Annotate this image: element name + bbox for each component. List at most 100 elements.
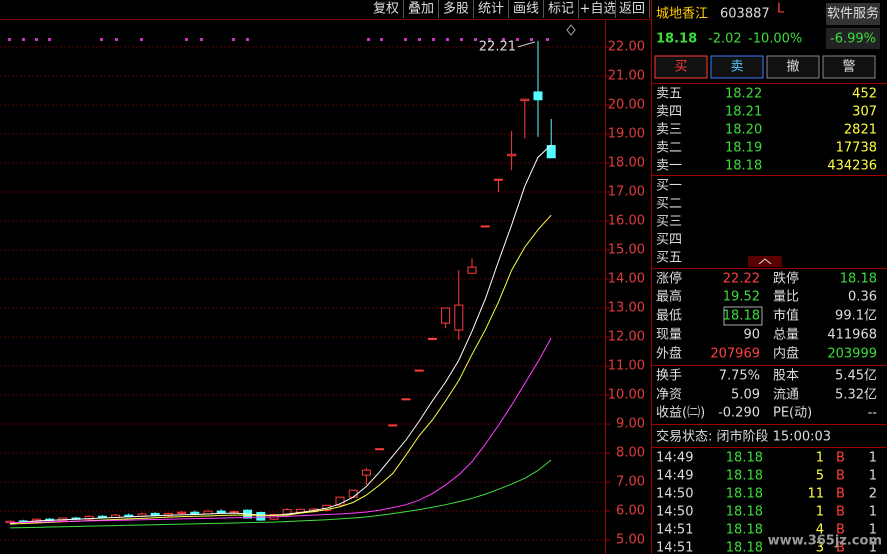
sector-box (826, 3, 880, 25)
stat-label: 最低 (656, 309, 682, 324)
candle-body (388, 424, 398, 427)
candle-body (190, 511, 200, 515)
stat-value: 203999 (827, 347, 877, 362)
y-tick-label: 19.00 (608, 126, 645, 141)
ask-volume: 434236 (827, 159, 877, 174)
marker-dot (380, 38, 383, 41)
ask-label: 卖四 (656, 105, 682, 120)
y-tick-label: 7.00 (616, 475, 645, 490)
trade-button-label[interactable]: 警 (842, 59, 855, 75)
trade-cell: 1 (869, 523, 877, 538)
y-tick-label: 15.00 (608, 243, 645, 258)
trade-cell: 14:51 (656, 523, 693, 538)
ma-line (9, 214, 552, 525)
marker-dot (115, 38, 118, 41)
trade-cell: 18.18 (726, 487, 763, 502)
trade-cell: 14:50 (656, 505, 693, 520)
trade-cell: 1 (869, 451, 877, 466)
sector-pct: -6.99% (830, 32, 876, 47)
y-tick-label: 21.00 (608, 68, 645, 83)
ask-label: 卖五 (656, 87, 682, 102)
marker-dot (232, 38, 235, 41)
trade-button-label[interactable]: 买 (674, 60, 687, 75)
trade-cell: B (836, 523, 845, 538)
stat-label: 现量 (656, 328, 682, 343)
candle-body (520, 98, 530, 102)
marker-dot (460, 38, 463, 41)
trade-cell: 1 (816, 505, 824, 520)
marker-dot (530, 38, 533, 41)
trade-button[interactable] (822, 55, 876, 79)
stat-label: 收益(㈡) (656, 406, 705, 421)
stat-label: 总量 (773, 328, 799, 343)
marker-dot (446, 38, 449, 41)
trade-cell: 3 (816, 541, 824, 554)
candle-body (427, 337, 437, 340)
marker-dot (48, 38, 51, 41)
y-tick-label: 5.00 (616, 533, 645, 548)
trade-button[interactable] (766, 55, 820, 79)
candle-body (493, 178, 503, 181)
stat-label: 内盘 (773, 346, 799, 362)
toolbar-button[interactable]: +自选 (580, 2, 617, 17)
ask-label: 卖一 (656, 159, 682, 174)
candle-body (282, 509, 292, 516)
toolbar-button[interactable]: 标记 (548, 2, 574, 17)
stat-box (723, 306, 763, 326)
marker-dot (140, 38, 143, 41)
bid-label: 买四 (656, 233, 682, 248)
marker-dot (246, 38, 249, 41)
sector[interactable]: 软件服务 (827, 6, 879, 22)
candle-body (5, 520, 15, 524)
ask-volume: 2821 (844, 123, 877, 138)
stat-value: -0.290 (718, 406, 760, 421)
candle-body (124, 514, 134, 517)
candle-body (216, 510, 226, 514)
trade-cell: 14:50 (656, 487, 693, 502)
trade-cell: 11 (807, 487, 824, 502)
marker-dot (404, 38, 407, 41)
marker-dot (100, 38, 103, 41)
candle-body (467, 266, 477, 274)
collapse-button[interactable] (748, 256, 782, 267)
toolbar-button[interactable]: 统计 (478, 2, 504, 17)
toolbar-button[interactable]: 复权 (373, 1, 399, 17)
marker-dot (22, 38, 25, 41)
trade-button[interactable] (710, 55, 764, 79)
toolbar-button[interactable]: 返回 (619, 2, 645, 17)
marker-dot (474, 38, 477, 41)
candle-body (256, 512, 266, 521)
y-tick-label: 10.00 (608, 388, 645, 403)
trade-button-label[interactable]: 撤 (786, 59, 799, 75)
stat-value: 0.36 (848, 290, 877, 305)
y-tick-label: 9.00 (616, 417, 645, 432)
marker-dot (488, 38, 491, 41)
trade-button-label[interactable]: 卖 (730, 60, 743, 75)
ma-line (9, 337, 552, 524)
toolbar-button[interactable]: 画线 (513, 2, 539, 17)
stat-label: 市值 (773, 308, 799, 324)
bid-label: 买二 (656, 197, 682, 212)
trade-cell: 18.18 (726, 523, 763, 538)
collapse-arrow (758, 258, 772, 265)
change: -2.02 (708, 32, 742, 47)
candle-body (97, 515, 107, 518)
y-tick-label: 6.00 (616, 504, 645, 519)
toolbar-button[interactable]: 叠加 (408, 2, 434, 17)
candle-body (480, 225, 490, 228)
y-tick-label: 18.00 (608, 155, 645, 170)
stat-value: 411968 (827, 328, 877, 343)
stock-code: 603887 (720, 7, 770, 22)
toolbar-button[interactable]: 多股 (443, 1, 469, 17)
y-tick-label: 12.00 (608, 330, 645, 345)
y-tick-label: 11.00 (608, 359, 645, 374)
candle-body (361, 469, 371, 476)
ma-line (9, 459, 552, 529)
ask-price: 18.18 (725, 159, 762, 174)
y-tick-label: 16.00 (608, 214, 645, 229)
trading-status: 交易状态: 闭市阶段 15:00:03 (656, 429, 831, 445)
diamond-icon (566, 24, 576, 36)
marker-dot (35, 38, 38, 41)
trade-button[interactable] (654, 55, 708, 79)
